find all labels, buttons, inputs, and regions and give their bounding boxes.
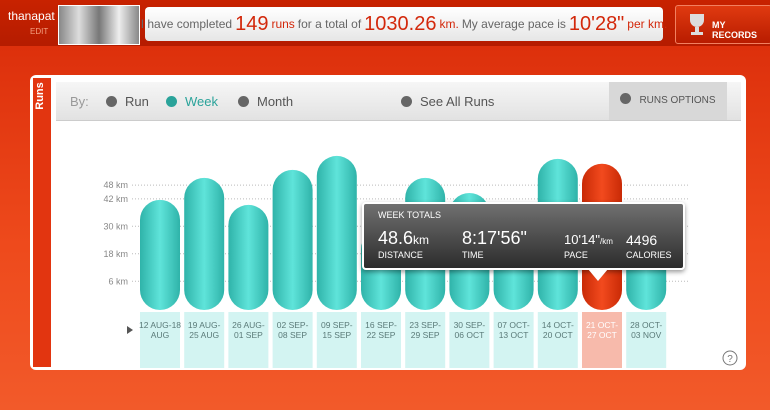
runs-count: 149 <box>235 12 269 35</box>
x-tick-label: 23 SEP- <box>409 320 441 330</box>
x-tick-label: 15 SEP <box>322 330 351 340</box>
stats-box: I have completed 149 runs for a total of… <box>141 7 667 41</box>
x-tick-label: AUG <box>151 330 169 340</box>
bar-reflection <box>272 312 313 368</box>
x-tick-label: 19 AUG- <box>188 320 221 330</box>
runs-tab <box>33 78 51 367</box>
nav-all-runs[interactable]: See All Runs <box>401 94 494 109</box>
records-button[interactable]: MY RECORDS <box>675 5 770 44</box>
total-distance: 1030.26 <box>364 12 437 35</box>
bar <box>228 204 269 310</box>
username: thanapat <box>8 9 55 23</box>
bar-reflection <box>493 312 534 368</box>
edit-link[interactable]: EDIT <box>30 27 49 36</box>
nav-week-label: Week <box>185 94 218 109</box>
x-tick-label: 21 OCT- <box>586 320 618 330</box>
tooltip-pace: 10'14" <box>564 232 601 247</box>
nav-run[interactable]: Run <box>106 94 149 109</box>
nav-month-label: Month <box>257 94 294 109</box>
x-tick-label: 26 AUG- <box>232 320 265 330</box>
y-tick-label: 42 km <box>103 194 128 204</box>
nav-month[interactable]: Month <box>238 94 293 109</box>
distance-unit: km. <box>439 17 459 31</box>
nav-week[interactable]: Week <box>166 94 218 109</box>
nav-all-label: See All Runs <box>420 94 495 109</box>
tooltip-title: WEEK TOTALS <box>378 210 442 220</box>
nav-bar: By: Run Week Month See All Runs RUNS OPT… <box>56 82 741 121</box>
week-tooltip: WEEK TOTALS 48.6km DISTANCE 8:17'56" TIM… <box>362 202 685 270</box>
bar-reflection <box>537 312 578 368</box>
x-tick-label: 28 OCT- <box>630 320 662 330</box>
pace-unit: per km. <box>627 17 668 31</box>
y-tick-label: 6 km <box>108 276 128 286</box>
bar-reflection <box>140 312 180 368</box>
tooltip-pace-label: PACE <box>564 250 588 260</box>
x-tick-label: 08 SEP <box>278 330 307 340</box>
tooltip-pace-unit: /km <box>600 237 613 246</box>
y-tick-label: 30 km <box>103 221 128 231</box>
x-tick-label: 13 OCT <box>499 330 529 340</box>
bar <box>140 199 180 310</box>
x-tick-label: 03 NOV <box>631 330 662 340</box>
stats-text: I have completed <box>140 17 233 31</box>
x-tick-label: 02 SEP- <box>277 320 309 330</box>
x-tick-label: 06 OCT <box>455 330 485 340</box>
bar-reflection <box>405 312 446 368</box>
bar-reflection <box>626 312 667 368</box>
tooltip-calories-label: CALORIES <box>626 250 672 260</box>
tooltip-distance-unit: km <box>413 233 430 247</box>
x-tick-label: 30 SEP- <box>454 320 486 330</box>
x-tick-label: 09 SEP- <box>321 320 353 330</box>
x-tick-label: 14 OCT- <box>542 320 574 330</box>
bar-reflection <box>582 312 622 368</box>
tooltip-distance: 48.6 <box>378 228 414 248</box>
help-icon[interactable] <box>722 350 738 366</box>
bar-reflection <box>449 312 490 368</box>
bar <box>272 169 313 310</box>
bar-reflection <box>316 312 357 368</box>
tooltip-time-label: TIME <box>462 250 484 260</box>
x-tick-label: 25 AUG <box>189 330 219 340</box>
x-tick-label: 29 SEP <box>411 330 440 340</box>
x-tick-label: 22 SEP <box>367 330 396 340</box>
nav-run-label: Run <box>125 94 149 109</box>
stats-text: for a total of <box>297 17 362 31</box>
x-tick-label: 27 OCT <box>587 330 617 340</box>
x-tick-label: 07 OCT- <box>498 320 530 330</box>
bar <box>316 155 357 310</box>
by-label: By: <box>70 94 89 109</box>
runs-unit: runs <box>271 17 295 31</box>
avatar <box>58 5 140 45</box>
average-pace: 10'28" <box>568 12 625 35</box>
x-tick-label: 01 SEP <box>234 330 263 340</box>
help-label: ? <box>727 354 733 365</box>
runs-options[interactable]: RUNS OPTIONS <box>609 82 727 120</box>
bar-reflection <box>184 312 225 368</box>
prev-arrow[interactable] <box>127 326 133 334</box>
y-tick-label: 48 km <box>103 180 128 190</box>
records-label: MY RECORDS <box>712 20 758 40</box>
stats-text: My average pace is <box>461 17 566 31</box>
x-tick-label: 20 OCT <box>543 330 573 340</box>
tooltip-time: 8:17'56" <box>462 228 527 248</box>
runs-options-label: RUNS OPTIONS <box>639 95 716 106</box>
tooltip-distance-label: DISTANCE <box>378 250 423 260</box>
bar <box>184 177 225 310</box>
y-tick-label: 18 km <box>103 249 128 259</box>
trophy-icon <box>690 14 704 35</box>
bar-reflection <box>228 312 269 368</box>
tooltip-calories: 4496 <box>626 232 658 248</box>
x-tick-label: 16 SEP- <box>365 320 397 330</box>
bar-reflection <box>361 312 401 368</box>
x-tick-label: 12 AUG-18 <box>139 320 181 330</box>
